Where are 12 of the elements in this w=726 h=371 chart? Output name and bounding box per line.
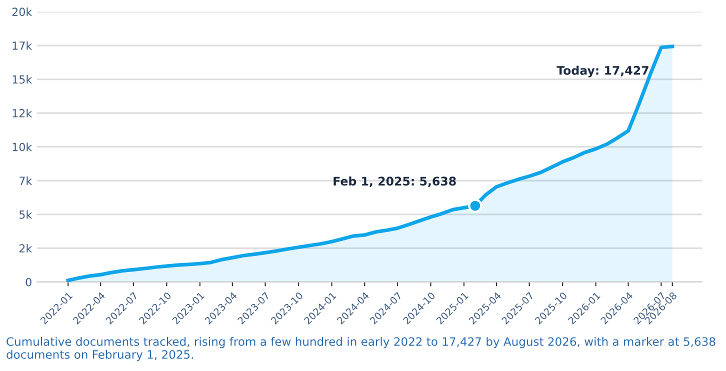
y-tick-label: 7k — [20, 176, 32, 185]
annotation: Feb 1, 2025: 5,638 — [334, 176, 456, 188]
y-tick-label: 2k — [19, 244, 32, 252]
y-tick-label: 12k — [12, 108, 32, 118]
annotation: Today: 17,427 — [556, 66, 648, 78]
y-tick-label: 20k — [12, 7, 32, 16]
y-tick-label: 15k — [12, 75, 32, 84]
y-tick-label: 17k — [12, 41, 32, 50]
y-tick-label: 0 — [26, 278, 32, 286]
y-tick-label: 10k — [12, 142, 32, 152]
text: Cumulative documents tracked, rising from a few hundred in early 2022 to 17,427 by August 2026, with a marker at 5,638 documents on February 1, 2025. — [6, 337, 716, 362]
y-tick-label: 5k — [19, 210, 32, 219]
